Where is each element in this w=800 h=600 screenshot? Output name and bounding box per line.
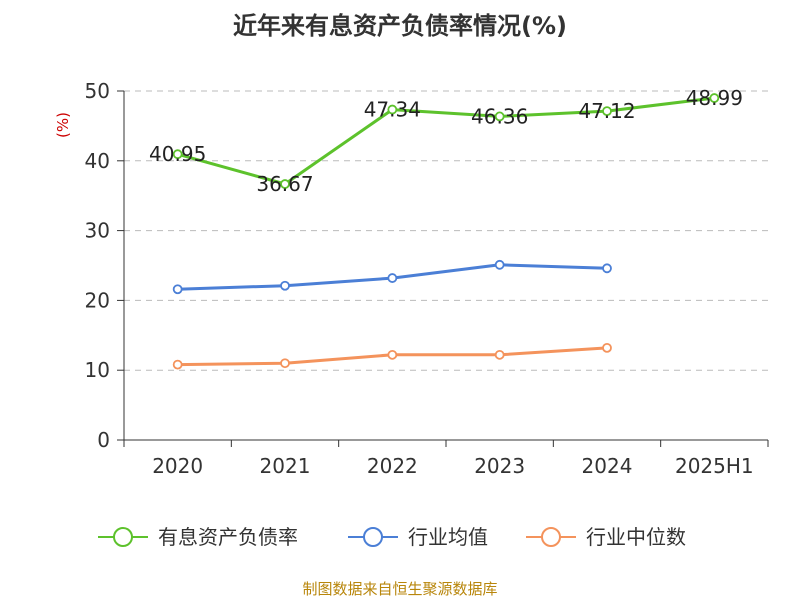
data-label: 47.34: [364, 98, 421, 122]
series-point: [709, 93, 720, 103]
y-tick-label: 50: [85, 79, 110, 103]
series-point: [387, 349, 398, 360]
series-point: [280, 179, 290, 189]
series-point: [387, 104, 398, 115]
x-tick-label: 2021: [260, 454, 311, 478]
legend-label-0: 有息资产负债率: [158, 525, 298, 549]
series-line-0: [177, 96, 715, 186]
series-point: [172, 284, 183, 295]
y-tick-label: 10: [85, 358, 110, 382]
data-labels: 40.95 36.67 47.34 46.36 47.12 48.99: [149, 86, 743, 196]
series-point: [494, 111, 505, 122]
legend: 有息资产负债率 行业均值 行业中位数: [98, 525, 686, 549]
x-tick-label: 2023: [474, 454, 525, 478]
x-tick-label: 2022: [367, 454, 418, 478]
x-tick-label: 2024: [582, 454, 633, 478]
y-tick-label: 30: [85, 219, 110, 243]
series-layer: [172, 93, 720, 370]
source-note: 制图数据来自恒生聚源数据库: [302, 580, 497, 598]
series-point: [602, 342, 612, 353]
series-point: [280, 358, 290, 369]
series-point: [602, 263, 612, 274]
series-point: [494, 259, 505, 270]
chart-title: 近年来有息资产负债率情况(%): [233, 12, 567, 40]
series-point: [172, 359, 183, 370]
data-label: 46.36: [471, 104, 528, 128]
x-tick-label: 2025H1: [675, 454, 754, 478]
y-tick-label: 20: [85, 288, 110, 312]
y-tick-label: 0: [97, 428, 110, 452]
data-label: 47.12: [578, 99, 635, 123]
series-point: [494, 349, 505, 360]
data-label: 48.99: [686, 86, 743, 110]
y-tick-label: 40: [85, 149, 110, 173]
series-point: [172, 149, 183, 160]
data-label: 36.67: [256, 172, 313, 196]
legend-marker-0: [113, 527, 133, 547]
axes: 0 10 20 30 40 50 2020 2021 2022 2023 2024 2025H1: [85, 79, 769, 478]
series-point: [602, 106, 612, 117]
x-tick-label: 2020: [152, 454, 203, 478]
series-point: [387, 273, 398, 283]
legend-label-1: 行业均值: [408, 525, 488, 549]
legend-label-2: 行业中位数: [586, 525, 686, 549]
legend-marker-2: [541, 527, 561, 547]
grid: [124, 90, 768, 371]
data-label: 40.95: [149, 142, 206, 166]
y-axis-label: (%): [54, 112, 72, 138]
legend-marker-1: [363, 527, 383, 547]
series-point: [280, 280, 290, 291]
